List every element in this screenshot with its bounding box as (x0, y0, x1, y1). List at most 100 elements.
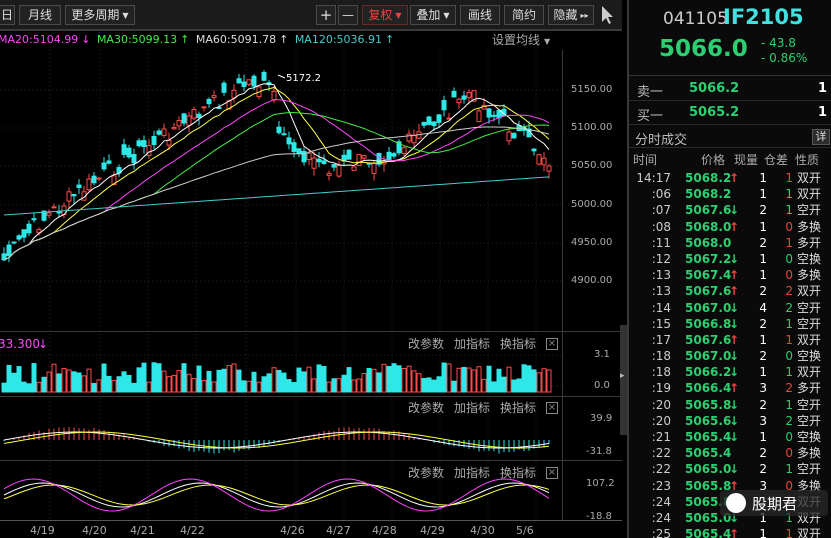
volume-pane-header: 33.300 ↓ 改参数 加指标 换指标 (0, 335, 562, 353)
tick-type: 多换 (797, 268, 822, 283)
change-params-button[interactable]: 改参数 (408, 466, 445, 480)
add-indicator-button[interactable]: 加指标 (454, 466, 491, 480)
date-label: 4/29 (420, 524, 445, 537)
zoom-in-button[interactable]: + (316, 5, 336, 25)
close-pane-icon[interactable]: × (546, 402, 558, 414)
tick-oi-change: 0 (785, 446, 793, 461)
tick-volume: 2 (759, 462, 767, 477)
tick-volume: 1 (759, 365, 767, 380)
tick-volume: 1 (759, 527, 767, 538)
tick-volume: 1 (759, 332, 767, 347)
add-indicator-button[interactable]: 加指标 (454, 401, 491, 415)
day-period-button[interactable]: 日 (0, 5, 15, 25)
tick-time: :17 (651, 332, 671, 347)
tick-time: :12 (651, 251, 671, 266)
adjust-rights-button[interactable]: 复权 ▼ (362, 5, 408, 25)
bid-row: 买一 5065.2 1 (629, 101, 831, 125)
price-axis-label: 5100.00 (571, 122, 613, 133)
tick-oi-change: 1 (785, 462, 793, 477)
tick-type: 空开 (797, 397, 822, 412)
arrow-up-icon: ↑ (385, 33, 395, 46)
swap-indicator-button[interactable]: 换指标 (500, 337, 537, 351)
zoom-out-button[interactable]: — (338, 5, 358, 25)
tick-row: :18 5066.2 ↓ 1 1 双开 (629, 364, 831, 380)
more-periods-button[interactable]: 更多周期 ▼ (65, 5, 135, 25)
month-period-button[interactable]: 月线 (19, 5, 61, 25)
tick-price: 5067.6 (685, 284, 732, 299)
tick-type: 空开 (797, 203, 822, 218)
tick-row: :23 5065.8 ↑ 3 0 多换 (629, 478, 831, 494)
tick-time: :20 (651, 397, 671, 412)
tick-time: :22 (651, 462, 671, 477)
ask-price: 5066.2 (689, 81, 740, 96)
tick-oi-change: 0 (785, 268, 793, 283)
swap-indicator-button[interactable]: 换指标 (500, 466, 537, 480)
tick-oi-change: 1 (785, 365, 793, 380)
tick-price: 5065.6 (685, 413, 732, 428)
arrow-down-icon: ↓ (729, 430, 740, 444)
simple-mode-button[interactable]: 简约 (504, 5, 544, 25)
overlay-button[interactable]: 叠加 ▼ (410, 5, 456, 25)
tick-oi-change: 2 (785, 284, 793, 299)
price-axis-label: 4900.00 (571, 275, 613, 286)
ma120-value: MA120:5036.91 (294, 33, 383, 46)
tick-price: 5068.2 (685, 187, 732, 202)
col-time: 时间 (633, 153, 658, 167)
arrow-up-icon: ↑ (279, 33, 289, 46)
tick-type: 空换 (797, 349, 822, 364)
tick-row: :20 5065.8 ↓ 2 1 空开 (629, 397, 831, 413)
volume-axis-top: 3.1 (594, 349, 610, 360)
panel-collapse-handle[interactable]: ▸ (620, 325, 627, 435)
tick-row: :18 5067.0 ↓ 2 0 空换 (629, 348, 831, 364)
tick-oi-change: 0 (785, 251, 793, 266)
tick-type: 空换 (797, 430, 822, 444)
kdj-pane-header: 改参数 加指标 换指标 (0, 464, 562, 482)
macd-axis-bottom: -31.8 (586, 446, 612, 457)
close-pane-icon[interactable]: × (546, 338, 558, 350)
swap-indicator-button[interactable]: 换指标 (500, 401, 537, 415)
tick-time: :08 (651, 219, 671, 234)
arrow-down-icon: ↓ (729, 300, 740, 315)
arrow-down-icon: ↓ (729, 349, 740, 364)
ma-settings-button[interactable]: 设置均线 ▼ (492, 31, 550, 49)
tick-row: :12 5067.2 ↓ 1 0 空换 (629, 251, 831, 267)
chevron-right-icon: ▸ (620, 371, 625, 381)
hide-button[interactable]: 隐藏 ▸▸ (548, 5, 594, 25)
tick-oi-change: 1 (785, 235, 793, 250)
tick-oi-change: 1 (785, 316, 793, 331)
tick-type: 空开 (797, 300, 822, 315)
tick-time: 14:17 (636, 171, 671, 185)
tick-type: 多换 (797, 219, 822, 234)
tick-row: :07 5067.6 ↓ 2 1 空开 (629, 202, 831, 218)
detail-button[interactable]: 详 (812, 129, 830, 145)
draw-line-button[interactable]: 画线 (460, 5, 500, 25)
ma20-value: MA20:5104.99 (0, 33, 79, 46)
add-indicator-button[interactable]: 加指标 (454, 337, 491, 351)
date-label: 5/6 (516, 524, 534, 537)
col-oi-change: 仓差 (764, 153, 789, 167)
tick-type: 多开 (797, 235, 822, 250)
arrow-up-icon: ↑ (729, 219, 740, 234)
ticks-title-bar: 分时成交 详 (629, 126, 831, 148)
change-params-button[interactable]: 改参数 (408, 401, 445, 415)
tick-price: 5067.4 (685, 268, 732, 283)
tick-price: 5065.8 (685, 397, 732, 412)
cursor-mode-icon[interactable] (592, 0, 622, 29)
tick-row: :13 5067.6 ↑ 2 2 双开 (629, 283, 831, 299)
tick-volume: 2 (759, 203, 767, 218)
tick-price: 5068.0 (685, 235, 732, 250)
tick-type: 多换 (797, 446, 822, 461)
arrow-down-icon: ↓ (729, 462, 740, 477)
close-pane-icon[interactable]: × (546, 467, 558, 479)
tick-type: 空开 (797, 316, 822, 331)
tick-row: :19 5066.4 ↑ 3 2 多开 (629, 380, 831, 396)
tick-row: :08 5068.0 ↑ 1 0 多换 (629, 219, 831, 235)
bid-volume: 1 (817, 105, 827, 120)
macd-pane-header: 改参数 加指标 换指标 (0, 399, 562, 417)
tick-row: :21 5065.4 ↓ 1 0 空换 (629, 429, 831, 445)
tick-price: 5065.0 (685, 462, 732, 477)
tick-volume: 3 (759, 478, 767, 493)
change-params-button[interactable]: 改参数 (408, 337, 445, 351)
quote-header: 041105 IF2105 5066.0 - 43.8 - 0.86% (629, 0, 831, 76)
